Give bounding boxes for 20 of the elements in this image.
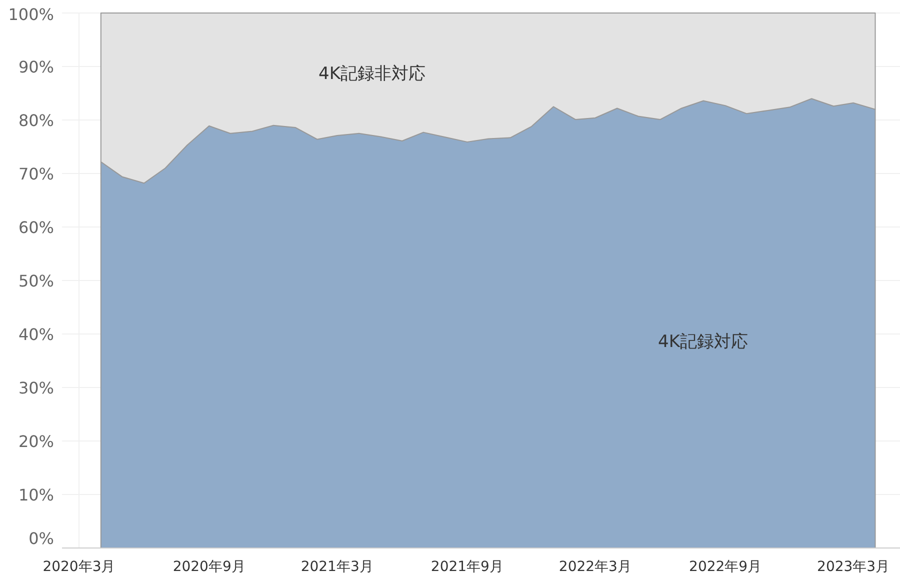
y-tick-label: 10%: [18, 486, 54, 504]
y-tick-label: 90%: [18, 58, 54, 76]
y-tick-label: 80%: [18, 111, 54, 130]
y-tick-label: 40%: [18, 325, 54, 344]
y-tick-label: 30%: [18, 378, 54, 398]
x-tick-label: 2022年3月: [558, 559, 632, 575]
x-tick-label: 2020年9月: [172, 559, 246, 575]
series-label: 4K記録対応: [658, 332, 748, 352]
y-tick-label: 0%: [28, 529, 54, 548]
x-tick-label: 2021年9月: [430, 559, 504, 575]
y-tick-label: 20%: [18, 432, 54, 451]
x-tick-label: 2022年9月: [689, 559, 762, 575]
series-label: 4K記録非対応: [318, 64, 426, 84]
x-tick-label: 2021年3月: [300, 559, 374, 575]
y-tick-label: 70%: [18, 164, 54, 184]
y-tick-label: 50%: [18, 272, 54, 290]
x-tick-label: 2023年3月: [817, 559, 890, 575]
y-tick-label: 100%: [8, 5, 54, 24]
y-tick-label: 60%: [18, 218, 54, 237]
x-tick-label: 2020年3月: [42, 559, 116, 575]
